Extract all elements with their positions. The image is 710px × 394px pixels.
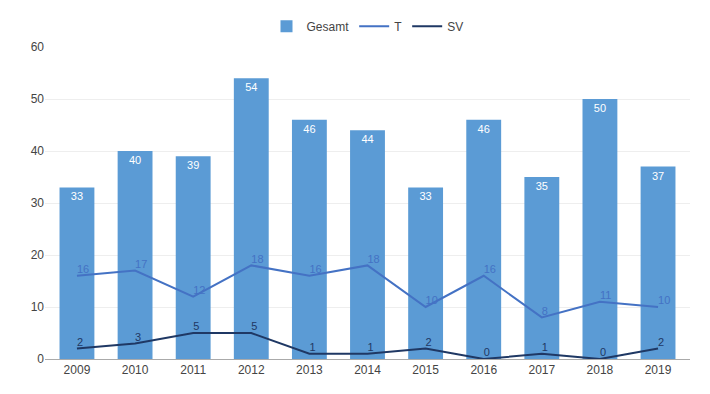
svg-text:54: 54 bbox=[245, 81, 257, 93]
svg-text:50: 50 bbox=[31, 92, 45, 106]
svg-text:2: 2 bbox=[426, 336, 432, 348]
svg-text:1: 1 bbox=[309, 341, 315, 353]
svg-text:5: 5 bbox=[251, 320, 257, 332]
svg-text:33: 33 bbox=[419, 190, 431, 202]
svg-text:3: 3 bbox=[135, 331, 141, 343]
svg-text:33: 33 bbox=[71, 190, 83, 202]
svg-text:1: 1 bbox=[542, 341, 548, 353]
svg-text:5: 5 bbox=[193, 320, 199, 332]
svg-text:10: 10 bbox=[658, 294, 670, 306]
svg-text:39: 39 bbox=[187, 159, 199, 171]
svg-text:2019: 2019 bbox=[645, 363, 672, 377]
svg-text:60: 60 bbox=[31, 40, 45, 54]
svg-text:0: 0 bbox=[600, 346, 606, 358]
svg-text:2012: 2012 bbox=[238, 363, 265, 377]
svg-text:0: 0 bbox=[484, 346, 490, 358]
svg-text:37: 37 bbox=[652, 170, 664, 182]
svg-text:2: 2 bbox=[77, 336, 83, 348]
svg-text:2016: 2016 bbox=[470, 363, 497, 377]
svg-text:2018: 2018 bbox=[587, 363, 614, 377]
svg-text:1: 1 bbox=[368, 341, 374, 353]
svg-text:2009: 2009 bbox=[64, 363, 91, 377]
svg-text:17: 17 bbox=[135, 258, 147, 270]
svg-text:2015: 2015 bbox=[412, 363, 439, 377]
svg-text:10: 10 bbox=[426, 294, 438, 306]
svg-text:16: 16 bbox=[484, 263, 496, 275]
svg-text:16: 16 bbox=[77, 263, 89, 275]
svg-text:50: 50 bbox=[594, 102, 606, 114]
svg-text:35: 35 bbox=[536, 180, 548, 192]
svg-text:30: 30 bbox=[31, 196, 45, 210]
svg-text:11: 11 bbox=[600, 289, 611, 301]
svg-text:46: 46 bbox=[303, 123, 315, 135]
svg-text:Gesamt: Gesamt bbox=[307, 20, 350, 34]
svg-text:T: T bbox=[394, 20, 402, 34]
svg-text:18: 18 bbox=[368, 253, 380, 265]
svg-text:40: 40 bbox=[31, 144, 45, 158]
svg-text:0: 0 bbox=[37, 352, 44, 366]
svg-text:10: 10 bbox=[31, 300, 45, 314]
svg-text:12: 12 bbox=[193, 284, 205, 296]
svg-text:2011: 2011 bbox=[180, 363, 206, 377]
svg-text:16: 16 bbox=[309, 263, 321, 275]
svg-text:46: 46 bbox=[478, 123, 490, 135]
svg-text:2013: 2013 bbox=[296, 363, 323, 377]
svg-text:8: 8 bbox=[542, 305, 548, 317]
svg-text:40: 40 bbox=[129, 154, 141, 166]
svg-text:20: 20 bbox=[31, 248, 45, 262]
svg-text:SV: SV bbox=[447, 20, 463, 34]
svg-text:44: 44 bbox=[361, 133, 373, 145]
svg-text:18: 18 bbox=[251, 253, 263, 265]
svg-text:2017: 2017 bbox=[528, 363, 555, 377]
svg-text:2010: 2010 bbox=[122, 363, 149, 377]
svg-text:2014: 2014 bbox=[354, 363, 381, 377]
svg-text:2: 2 bbox=[658, 336, 664, 348]
